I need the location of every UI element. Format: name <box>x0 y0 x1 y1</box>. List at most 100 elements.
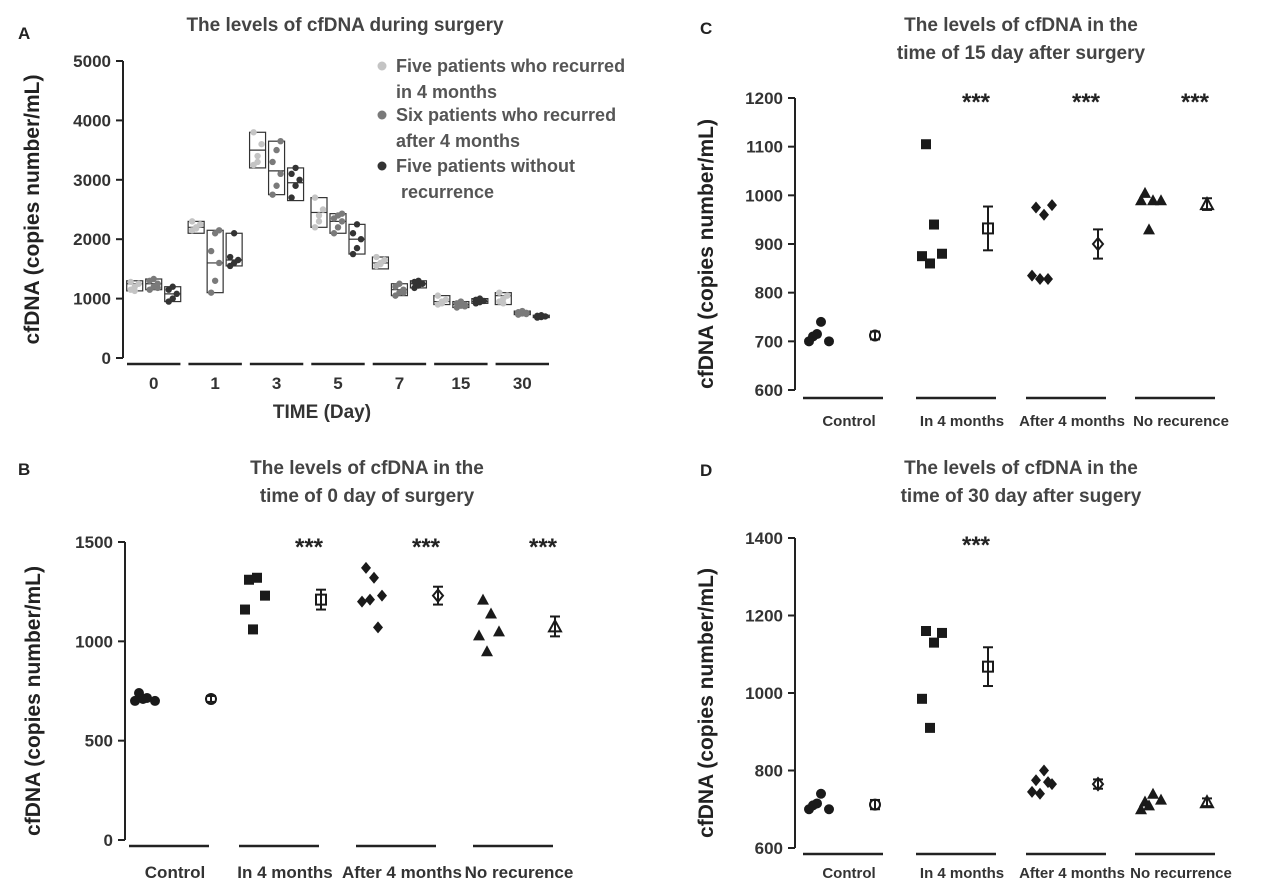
data-point <box>215 259 223 267</box>
data-point <box>1143 799 1155 811</box>
data-point <box>804 336 814 347</box>
data-point <box>400 289 407 296</box>
data-point <box>277 170 284 178</box>
data-point <box>816 316 826 327</box>
x-tick-label: No recurence <box>465 863 574 880</box>
y-tick-label: 1200 <box>745 607 783 626</box>
data-point <box>269 158 276 166</box>
legend-entry: Five patients who recurred in 4 months <box>396 56 625 102</box>
data-point <box>1035 273 1045 286</box>
data-point <box>473 629 485 641</box>
data-point <box>434 292 442 299</box>
data-point <box>1027 785 1037 798</box>
chart-title-line: time of 30 day after sugery <box>901 486 1142 507</box>
data-point <box>288 170 295 178</box>
data-point <box>240 604 250 615</box>
significance-label: *** <box>295 534 324 561</box>
chart-title: The levels of cfDNA during surgery <box>186 15 504 36</box>
legend-line: after 4 months <box>396 131 520 151</box>
legend-line: recurrence <box>396 182 494 202</box>
x-tick-label: No recurrence <box>1130 865 1232 880</box>
data-point <box>357 595 367 608</box>
data-point <box>150 695 160 706</box>
data-point <box>330 230 338 237</box>
x-tick-label: In 4 months <box>920 865 1004 880</box>
data-point <box>211 277 219 284</box>
y-axis-label: cfDNA (copies number/mL) <box>22 566 45 836</box>
data-point <box>481 645 493 657</box>
data-point <box>273 146 280 154</box>
y-tick-label: 800 <box>755 284 783 303</box>
significance-label: *** <box>962 532 991 559</box>
x-tick-label: After 4 months <box>342 863 462 880</box>
data-point <box>816 788 826 799</box>
y-tick-label: 1500 <box>75 533 113 552</box>
data-point <box>319 206 327 213</box>
data-point <box>169 295 176 302</box>
data-point <box>334 224 342 231</box>
data-point <box>277 137 284 145</box>
data-point <box>131 287 138 295</box>
y-axis-label: cfDNA (copies number/mL) <box>695 119 718 389</box>
y-axis-label: cfDNA (copies number/mL) <box>21 75 44 345</box>
data-point <box>154 284 161 292</box>
chart-title-line: The levels of cfDNA in the <box>904 15 1138 36</box>
data-point <box>230 230 238 237</box>
x-tick-label: 3 <box>272 374 281 393</box>
data-point <box>365 593 375 606</box>
data-point <box>196 221 204 228</box>
y-axis-label: cfDNA (copies number/mL) <box>695 568 718 838</box>
box <box>267 140 286 196</box>
data-point <box>273 182 280 189</box>
mean-marker <box>869 798 881 811</box>
data-point <box>1135 803 1147 815</box>
x-tick-label: No recurence <box>1133 413 1229 430</box>
data-point <box>188 218 196 225</box>
y-tick-label: 1000 <box>745 684 783 703</box>
data-point <box>523 310 530 318</box>
legend-marker <box>377 161 387 171</box>
y-tick-label: 3000 <box>73 171 111 190</box>
data-point <box>244 574 254 585</box>
y-tick-label: 1200 <box>745 89 783 108</box>
data-point <box>485 607 497 619</box>
y-tick-label: 600 <box>755 839 783 858</box>
mean-marker <box>1091 236 1105 252</box>
data-point <box>824 336 834 347</box>
data-point <box>812 798 822 809</box>
data-point <box>288 194 295 201</box>
mean-marker <box>982 660 994 673</box>
panel-letter-c: C <box>700 19 712 38</box>
data-point <box>311 224 319 231</box>
y-tick-label: 700 <box>755 332 783 351</box>
data-point <box>1147 194 1159 206</box>
mean-marker <box>205 692 217 705</box>
x-tick-label: 1 <box>210 374 219 393</box>
data-point <box>476 295 484 302</box>
data-point <box>1039 764 1049 777</box>
data-point <box>1031 201 1041 214</box>
data-point <box>353 244 361 252</box>
data-point <box>1139 186 1151 198</box>
y-tick-label: 1000 <box>745 186 783 205</box>
y-tick-label: 1000 <box>75 632 113 651</box>
panel-letter-b: B <box>18 460 30 479</box>
data-point <box>292 164 299 172</box>
data-point <box>269 191 276 198</box>
panel-letter-d: D <box>700 461 712 480</box>
data-point <box>538 312 545 319</box>
data-point <box>1043 776 1053 789</box>
data-point <box>254 152 261 160</box>
chart-title: The levels of cfDNA in the time of 15 day… <box>897 15 1146 64</box>
panel-d: D The levels of cfDNA in the time of 30 da… <box>695 458 1232 880</box>
data-point <box>138 693 148 704</box>
data-point <box>496 289 503 296</box>
data-point <box>226 253 234 261</box>
mean-marker <box>869 329 881 342</box>
significance-label: *** <box>962 89 991 116</box>
data-point <box>215 227 223 234</box>
y-tick-label: 0 <box>104 831 113 850</box>
data-point <box>396 280 403 287</box>
mean-marker <box>431 588 445 604</box>
